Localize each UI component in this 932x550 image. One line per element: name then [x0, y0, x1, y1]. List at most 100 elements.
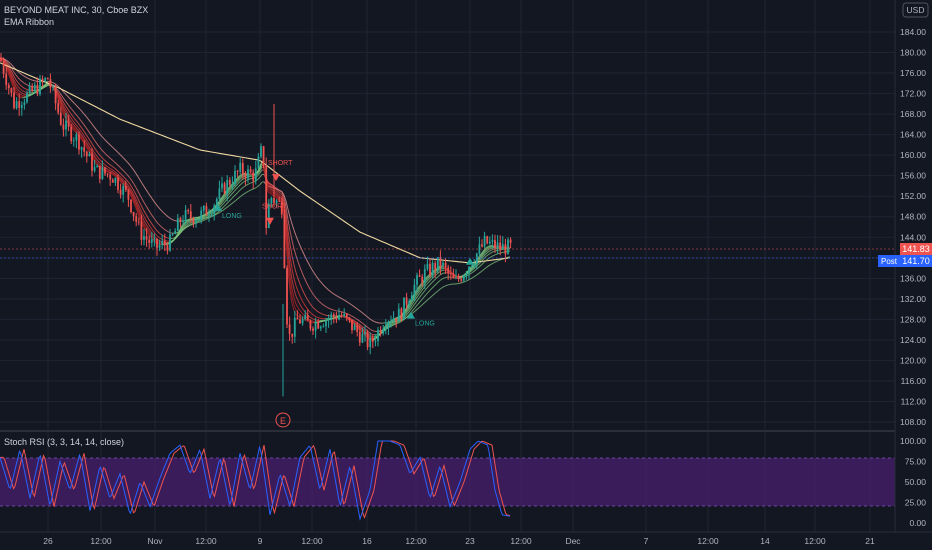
candle-body	[387, 322, 390, 328]
candle-body	[343, 313, 346, 316]
ribbon-segment	[99, 147, 103, 151]
long-signal-label: LONG	[222, 213, 242, 220]
candle-body	[93, 167, 96, 171]
price-candles[interactable]	[0, 53, 512, 397]
candle-body	[254, 168, 257, 181]
ribbon-segment	[145, 189, 149, 193]
rsi-tick-0: 100.00	[900, 436, 926, 446]
candle-body	[171, 233, 174, 235]
ribbon-segment	[107, 171, 111, 174]
ribbon-segment	[145, 219, 149, 224]
candle-body	[163, 240, 166, 246]
ribbon-segment	[311, 317, 315, 320]
candle-body	[148, 239, 151, 243]
ribbon-segment	[133, 183, 137, 188]
indicator-name[interactable]: EMA Ribbon	[4, 17, 54, 27]
candle-body	[109, 174, 112, 180]
ribbon-segment	[235, 183, 239, 187]
ribbon-segment	[289, 244, 293, 256]
ribbon-segment	[17, 77, 21, 81]
ribbon-segment	[103, 151, 107, 155]
ribbon-segment	[269, 192, 273, 196]
ribbon-segment	[45, 83, 49, 87]
ribbon-segment	[323, 285, 327, 288]
earnings-marker[interactable]: E	[275, 412, 291, 428]
candle-body	[31, 85, 34, 91]
ribbon-segment	[87, 118, 91, 122]
ribbon-segment	[55, 84, 59, 87]
candle-body	[132, 212, 135, 217]
ribbon-segment	[419, 304, 423, 308]
ribbon-segment	[437, 288, 441, 292]
ribbon-segment	[81, 121, 85, 126]
ribbon-segment	[255, 185, 259, 189]
ribbon-segment	[87, 130, 91, 134]
ribbon-segment	[175, 231, 179, 234]
candle-body	[208, 214, 210, 216]
candle-body	[499, 242, 502, 250]
ribbon-segment	[275, 196, 279, 199]
ribbon-segment	[129, 193, 133, 199]
ribbon-segment	[105, 170, 109, 173]
symbol-title[interactable]: BEYOND MEAT INC, 30, Cboe BZX	[4, 5, 148, 15]
candle-body	[361, 333, 364, 343]
time-axis-ticks[interactable]: 26 12:00 Nov 12:00 9 12:00 16 12:00 23 12:00 Dec 7 1…	[43, 536, 875, 546]
ribbon-segment	[133, 201, 137, 207]
rsi-title[interactable]: Stoch RSI (3, 3, 14, 14, close)	[4, 437, 124, 447]
ribbon-segment	[185, 225, 189, 229]
ribbon-segment	[217, 211, 221, 214]
ribbon-segment	[103, 138, 107, 142]
ribbon-segment	[229, 197, 233, 201]
ribbon-segment	[129, 183, 133, 188]
ribbon-segment	[143, 210, 147, 215]
ribbon-segment	[407, 310, 411, 314]
ribbon-segment	[11, 77, 15, 84]
candle-body	[98, 165, 101, 179]
ribbon-segment	[127, 184, 131, 189]
ribbon-segment	[397, 321, 401, 324]
ribbon-segment	[203, 218, 207, 221]
ribbon-segment	[317, 278, 321, 282]
ribbon-segment	[97, 160, 101, 164]
ribbon-segment	[235, 179, 239, 183]
ribbon-segment	[233, 189, 237, 192]
ribbon-segment	[341, 315, 345, 318]
ribbon-segment	[313, 295, 317, 299]
ribbon-segment	[31, 92, 35, 95]
ribbon-segment	[325, 306, 329, 309]
candle-body	[390, 321, 392, 323]
ribbon-segment	[17, 71, 21, 74]
candle-body	[408, 300, 411, 305]
ribbon-segment	[233, 193, 237, 197]
ribbon-segment	[133, 190, 137, 195]
ribbon-segment	[419, 287, 423, 291]
ribbon-segment	[269, 183, 273, 187]
ribbon-segment	[7, 69, 11, 75]
candle-body	[176, 218, 179, 231]
ribbon-segment	[21, 89, 25, 93]
ribbon-segment	[487, 245, 491, 247]
ribbon-segment	[431, 285, 435, 289]
ribbon-segment	[393, 322, 397, 325]
ribbon-segment	[235, 186, 239, 190]
ribbon-segment	[91, 143, 95, 148]
ribbon-segment	[171, 239, 175, 243]
short-signal-arrow	[272, 174, 280, 182]
ribbon-segment	[417, 290, 421, 294]
candle-body	[304, 315, 307, 320]
ribbon-segment	[241, 181, 245, 184]
ribbon-segment	[437, 268, 441, 272]
ribbon-segment	[119, 180, 123, 184]
ribbon-segment	[63, 91, 67, 95]
candle-body	[509, 239, 512, 243]
ribbon-segment	[141, 212, 145, 217]
ribbon-segment	[125, 179, 129, 182]
candle-body	[257, 156, 260, 169]
ribbon-segment	[59, 97, 63, 103]
candle-body	[26, 92, 28, 103]
candle-body	[78, 134, 80, 150]
currency-button[interactable]: USD	[902, 2, 929, 18]
ribbon-segment	[153, 231, 157, 236]
ribbon-segment	[109, 171, 113, 174]
